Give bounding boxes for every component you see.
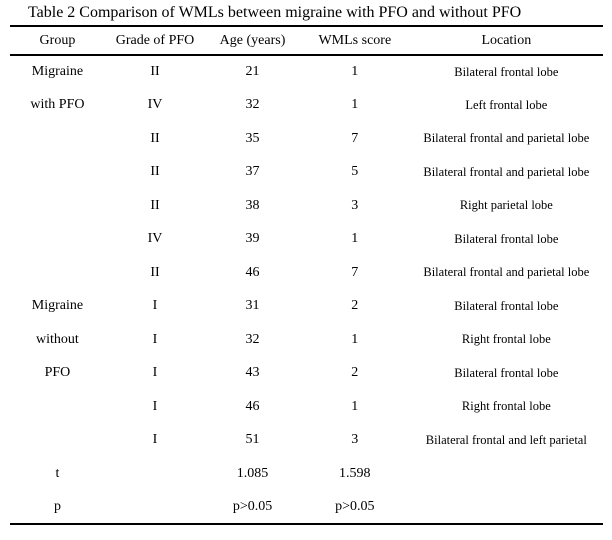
cell (105, 491, 205, 525)
cell: 3 (351, 197, 359, 213)
cell: II (150, 130, 160, 146)
header-row: Group Grade of PFO Age (years) WMLs score Lo… (10, 26, 603, 56)
table-area: Group Grade of PFO Age (years) WMLs score Lo… (10, 25, 603, 525)
cell: II (150, 164, 160, 180)
cell: 2 (351, 365, 359, 381)
cell: 1 (351, 97, 359, 113)
cell: 46 (245, 264, 260, 280)
table-header: Group Grade of PFO Age (years) WMLs score Lo… (10, 26, 603, 56)
cell: I (152, 365, 158, 381)
cell (10, 223, 105, 257)
cell: IV (147, 231, 163, 247)
cell: 21 (245, 64, 260, 80)
cell: 39 (245, 231, 260, 247)
cell: Bilateral frontal and parietal lobe (423, 131, 590, 146)
cell: 35 (245, 130, 260, 146)
cell: Bilateral frontal and left parietal (425, 432, 587, 447)
table-row: Migraine I 31 2 Bilateral frontal lobe (10, 290, 603, 324)
cell: Right frontal lobe (461, 332, 551, 347)
cell: 1 (351, 231, 359, 247)
cell: p (53, 498, 61, 514)
cell: 1.085 (236, 465, 269, 481)
cell: II (150, 197, 160, 213)
cell: Right frontal lobe (461, 399, 551, 414)
cell: I (152, 298, 158, 314)
cell: II (150, 264, 160, 280)
cell: II (150, 64, 160, 80)
table-row: t 1.085 1.598 (10, 457, 603, 491)
cell: PFO (44, 365, 71, 381)
cell: I (152, 331, 158, 347)
cell: 5 (351, 164, 359, 180)
cell: Left frontal lobe (465, 97, 548, 112)
cell (10, 256, 105, 290)
cell: 7 (351, 264, 359, 280)
table-row: IV 39 1 Bilateral frontal lobe (10, 223, 603, 257)
table-row: II 46 7 Bilateral frontal and parietal lobe (10, 256, 603, 290)
table-row: II 35 7 Bilateral frontal and parietal lobe (10, 122, 603, 156)
cell: Bilateral frontal lobe (454, 64, 559, 79)
cell: 1.598 (339, 465, 371, 481)
cell: 7 (351, 130, 359, 146)
cell: p>0.05 (335, 498, 375, 514)
cell: 46 (245, 398, 260, 414)
cell: 32 (245, 331, 260, 347)
cell: 1 (351, 64, 359, 80)
cell: Bilateral frontal and parietal lobe (423, 265, 590, 280)
table-row: Migraine II 21 1 Bilateral frontal lobe (10, 55, 603, 89)
cell: 31 (245, 298, 260, 314)
cell (10, 156, 105, 190)
cell: 1 (351, 331, 359, 347)
cell: t (55, 465, 60, 481)
cell (105, 457, 205, 491)
cell (410, 491, 603, 525)
cell: 51 (245, 432, 260, 448)
table-row: with PFO IV 32 1 Left frontal lobe (10, 89, 603, 123)
table-body: Migraine II 21 1 Bilateral frontal lobe with … (10, 55, 603, 524)
cell: 3 (351, 432, 359, 448)
cell: 1 (351, 398, 359, 414)
cell: 37 (245, 164, 260, 180)
cell (10, 390, 105, 424)
cell (10, 189, 105, 223)
cell: Bilateral frontal and parietal lobe (423, 164, 590, 179)
table-row: II 38 3 Right parietal lobe (10, 189, 603, 223)
cell: Right parietal lobe (459, 198, 553, 213)
cell: Bilateral frontal lobe (454, 365, 559, 380)
cell: Migraine (31, 64, 84, 80)
cell: p>0.05 (232, 498, 273, 514)
table-row: I 46 1 Right frontal lobe (10, 390, 603, 424)
cell: I (152, 398, 158, 414)
cell: 43 (245, 365, 260, 381)
cell: with PFO (30, 97, 85, 113)
cell: 2 (351, 298, 359, 314)
cell (10, 424, 105, 458)
column-header: Location (409, 26, 603, 56)
column-header: Age (years) (205, 26, 300, 56)
cell: Bilateral frontal lobe (454, 298, 559, 313)
table-row: p p>0.05 p>0.05 (10, 491, 603, 525)
cell: 32 (245, 97, 260, 113)
column-header: Group (10, 26, 105, 56)
column-header: Grade of PFO (104, 26, 206, 56)
data-table: Group Grade of PFO Age (years) WMLs score Lo… (10, 25, 603, 525)
cell (410, 457, 603, 491)
table-title: Table 2 Comparison of WMLs between migra… (28, 4, 522, 21)
cell (10, 122, 105, 156)
table-row: I 51 3 Bilateral frontal and left parietal (10, 424, 603, 458)
cell: Migraine (31, 298, 84, 314)
cell: 38 (245, 197, 260, 213)
cell: I (152, 432, 158, 448)
column-header: WMLs score (299, 26, 410, 56)
cell: IV (147, 97, 163, 113)
cell: without (36, 331, 79, 347)
table-row: PFO I 43 2 Bilateral frontal lobe (10, 357, 603, 391)
table-row: II 37 5 Bilateral frontal and parietal lobe (10, 156, 603, 190)
table-row: without I 32 1 Right frontal lobe (10, 323, 603, 357)
cell: Bilateral frontal lobe (454, 231, 559, 246)
